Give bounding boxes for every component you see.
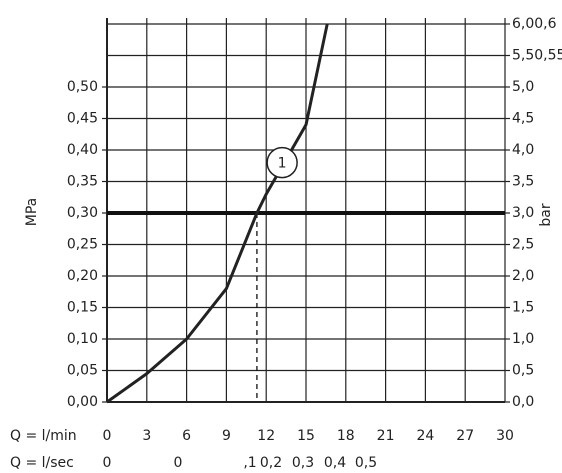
curve (106, 23, 329, 404)
x2-tick-label: 0 (174, 455, 183, 471)
y-tick-label: 0,05 (67, 363, 98, 379)
x-tick-label: 9 (222, 428, 231, 444)
y-tick-label: 0,10 (67, 331, 98, 347)
x-axis-label: Q = l/min (10, 428, 77, 444)
y2-tick-label: 4,0 (512, 142, 534, 158)
x2-tick-label: ,1 (243, 455, 256, 471)
x-tick-label: 6 (182, 428, 191, 444)
x-tick-label: 27 (456, 428, 474, 444)
y2-tick-label: 0,5 (512, 363, 534, 379)
y2-tick-label: 3,0 (512, 205, 534, 221)
x-tick-label: 30 (496, 428, 514, 444)
y2-tick-label: 1,5 (512, 300, 534, 316)
x2-axis-label: Q = l/sec (10, 455, 74, 471)
y-tick-label: 0,30 (67, 205, 98, 221)
y-tick-label: 0,40 (67, 142, 98, 158)
x-tick-label: 18 (337, 428, 355, 444)
y-tick-label: 0,20 (67, 268, 98, 284)
y2-tick-label: 2,5 (512, 237, 534, 253)
y2-tick-label: 0,0 (512, 394, 534, 410)
y2-tick-label: 4,5 (512, 111, 534, 127)
y-tick-label: 0,35 (67, 174, 98, 190)
y2-tick-label: 3,5 (512, 174, 534, 190)
y2-tick-label: 5,0 (512, 79, 534, 95)
x-tick-label: 21 (377, 428, 395, 444)
y-tick-label: 0,50 (67, 79, 98, 95)
y2-tick-label: 2,0 (512, 268, 534, 284)
y-tick-label: 0,00 (67, 394, 98, 410)
y2-tick-label: 6,00,6 (512, 16, 557, 32)
y-axis-label: MPa (24, 198, 40, 226)
y2-tick-label: 1,0 (512, 331, 534, 347)
x-tick-label: 24 (416, 428, 434, 444)
x-tick-label: 15 (297, 428, 315, 444)
y2-tick-label: 5,50,55 (512, 48, 562, 64)
y-tick-label: 0,15 (67, 300, 98, 316)
annotation-circle (266, 146, 298, 179)
y-tick-label: 0,25 (67, 237, 98, 253)
x-tick-label: 3 (142, 428, 151, 444)
y-tick-label: 0,45 (67, 111, 98, 127)
x-tick-label: 12 (257, 428, 275, 444)
annotation-label: 1 (278, 156, 287, 172)
x2-tick-label: 0,5 (355, 455, 377, 471)
y2-axis-label: bar (538, 203, 554, 226)
x-tick-label: 0 (103, 428, 112, 444)
x2-tick-label: 0,3 (292, 455, 314, 471)
x2-tick-label: 0,4 (324, 455, 346, 471)
x2-tick-label: 0 (103, 455, 112, 471)
x2-tick-label: 0,2 (260, 455, 282, 471)
